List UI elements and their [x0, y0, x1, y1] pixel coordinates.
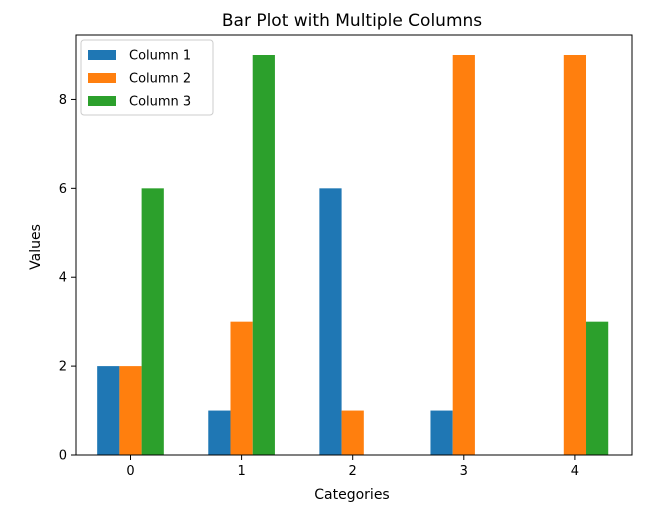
legend-swatch — [88, 73, 116, 83]
bar-series1-cat0 — [97, 366, 120, 455]
x-tick-label: 0 — [126, 464, 134, 479]
bar-series3-cat4 — [586, 321, 609, 455]
legend: Column 1 Column 2 Column 3 — [80, 39, 214, 116]
x-tick-label: 3 — [460, 464, 468, 479]
y-tick-label: 6 — [59, 182, 67, 197]
x-tick-label: 1 — [237, 464, 245, 479]
bar-series2-cat2 — [341, 410, 364, 455]
bars-layer — [97, 55, 609, 455]
x-tick-label: 2 — [349, 464, 357, 479]
y-tick-label: 0 — [59, 449, 67, 464]
bar-series2-cat0 — [119, 366, 142, 455]
bar-series1-cat2 — [319, 188, 342, 455]
chart-title: Bar Plot with Multiple Columns — [222, 11, 482, 31]
y-tick-label: 8 — [59, 93, 67, 108]
legend-label: Column 3 — [129, 95, 191, 110]
y-axis-label: Values — [28, 224, 44, 270]
bar-series2-cat4 — [563, 55, 587, 455]
bar-series1-cat3 — [430, 410, 453, 455]
legend-swatch — [88, 96, 116, 106]
ticks-layer: 0 1 2 3 4 0 2 4 6 8 — [59, 93, 579, 479]
y-tick-label: 2 — [59, 360, 67, 375]
bar-series2-cat3 — [452, 55, 475, 455]
bar-series3-cat0 — [141, 188, 164, 455]
legend-label: Column 1 — [129, 49, 191, 64]
bar-series3-cat1 — [252, 55, 275, 455]
legend-swatch — [88, 50, 116, 60]
y-tick-label: 4 — [59, 271, 67, 286]
bar-series2-cat1 — [230, 321, 253, 455]
x-tick-label: 4 — [571, 464, 579, 479]
plot-area-frame — [75, 34, 633, 456]
bar-series1-cat1 — [208, 410, 231, 455]
x-axis-label: Categories — [314, 487, 389, 503]
legend-label: Column 2 — [129, 72, 191, 87]
